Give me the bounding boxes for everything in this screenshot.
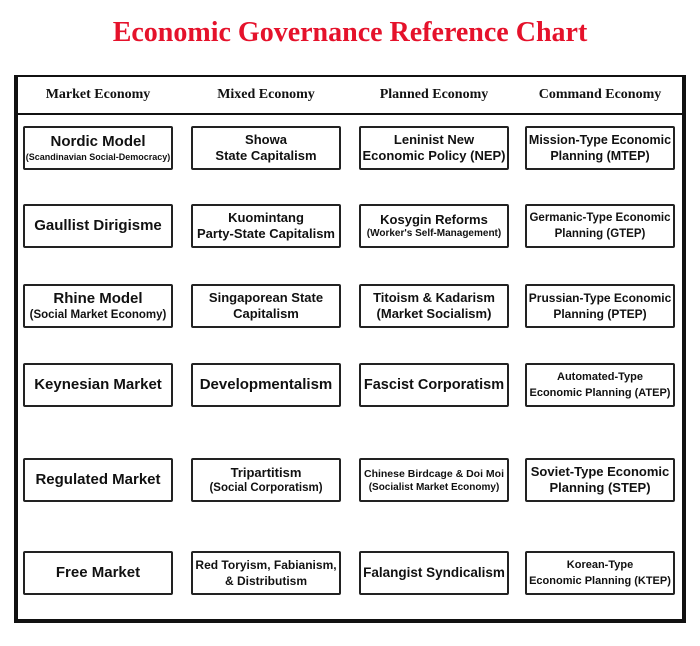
economy-box: Soviet-Type Economic Planning (STEP) (525, 458, 675, 502)
economy-box: Tripartitism (Social Corporatism) (191, 458, 341, 502)
column-header: Planned Economy (379, 87, 489, 102)
economy-box: Singaporean State Capitalism (191, 284, 341, 328)
economy-box: Chinese Birdcage & Doi Moi (Socialist Mar… (359, 458, 509, 502)
economy-name: Developmentalism (199, 376, 333, 393)
economy-subtitle: (Social Corporatism) (209, 482, 323, 494)
economy-subtitle: (Worker's Self-Management) (366, 228, 502, 239)
economy-subtitle: (Scandinavian Social-Democracy) (25, 152, 171, 162)
economy-name: Nordic Model (50, 133, 146, 150)
economy-box: Falangist Syndicalism (359, 551, 509, 595)
economy-box: Korean-Type Economic Planning (KTEP) (525, 551, 675, 595)
economy-box: Showa State Capitalism (191, 126, 341, 170)
economy-box: Prussian-Type Economic Planning (PTEP) (525, 284, 675, 328)
economy-name: Regulated Market (35, 471, 161, 488)
economy-name: Kosygin Reforms (380, 212, 488, 227)
economy-name: Showa State Capitalism (215, 132, 317, 163)
economy-name: Tripartitism (230, 465, 302, 480)
economy-box: Titoism & Kadarism (Market Socialism) (359, 284, 509, 328)
economy-box: Mission-Type Economic Planning (MTEP) (525, 126, 675, 170)
economy-name: Germanic-Type Economic Planning (GTEP) (529, 212, 671, 240)
column-header: Command Economy (538, 87, 662, 102)
economy-name: Keynesian Market (34, 376, 162, 393)
economy-name: Rhine Model (53, 290, 143, 307)
economy-name: Mission-Type Economic Planning (MTEP) (528, 133, 672, 163)
economy-name: Red Toryism, Fabianism, & Distributism (195, 558, 337, 588)
column-header: Mixed Economy (217, 87, 315, 102)
chart-title: Economic Governance Reference Chart (112, 17, 588, 48)
economy-name: Prussian-Type Economic Planning (PTEP) (528, 291, 672, 321)
economy-box: Keynesian Market (23, 363, 173, 407)
column-header: Market Economy (45, 87, 151, 102)
economy-box: Regulated Market (23, 458, 173, 502)
economy-name: Singaporean State Capitalism (208, 290, 324, 321)
economy-name: Soviet-Type Economic Planning (STEP) (530, 464, 670, 495)
economy-name: Korean-Type Economic Planning (KTEP) (529, 559, 671, 587)
economy-box: Gaullist Dirigisme (23, 204, 173, 248)
economy-box: Fascist Corporatism (359, 363, 509, 407)
economy-name: Chinese Birdcage & Doi Moi (363, 468, 505, 480)
economy-name: Falangist Syndicalism (363, 565, 505, 580)
economy-box: Germanic-Type Economic Planning (GTEP) (525, 204, 675, 248)
economy-name: Leninist New Economic Policy (NEP) (362, 132, 506, 163)
economy-name: Gaullist Dirigisme (34, 217, 162, 234)
economy-box: Leninist New Economic Policy (NEP) (359, 126, 509, 170)
chart-frame (14, 75, 686, 623)
economy-box: Automated-Type Economic Planning (ATEP) (525, 363, 675, 407)
economy-box: Kosygin Reforms (Worker's Self-Management… (359, 204, 509, 248)
header-row (14, 75, 686, 115)
economy-name: Fascist Corporatism (363, 377, 505, 393)
economy-name: Kuomintang Party-State Capitalism (197, 210, 335, 241)
economy-box: Nordic Model (Scandinavian Social-Democra… (23, 126, 173, 170)
economy-name: Free Market (55, 564, 141, 581)
economy-box: Red Toryism, Fabianism, & Distributism (191, 551, 341, 595)
economy-subtitle: (Social Market Economy) (29, 309, 167, 321)
economy-box: Free Market (23, 551, 173, 595)
economy-box: Rhine Model (Social Market Economy) (23, 284, 173, 328)
economy-box: Developmentalism (191, 363, 341, 407)
economy-box: Kuomintang Party-State Capitalism (191, 204, 341, 248)
economy-subtitle: (Socialist Market Economy) (368, 482, 500, 493)
economy-name: Automated-Type Economic Planning (ATEP) (529, 371, 671, 399)
economy-name: Titoism & Kadarism (Market Socialism) (373, 290, 495, 321)
